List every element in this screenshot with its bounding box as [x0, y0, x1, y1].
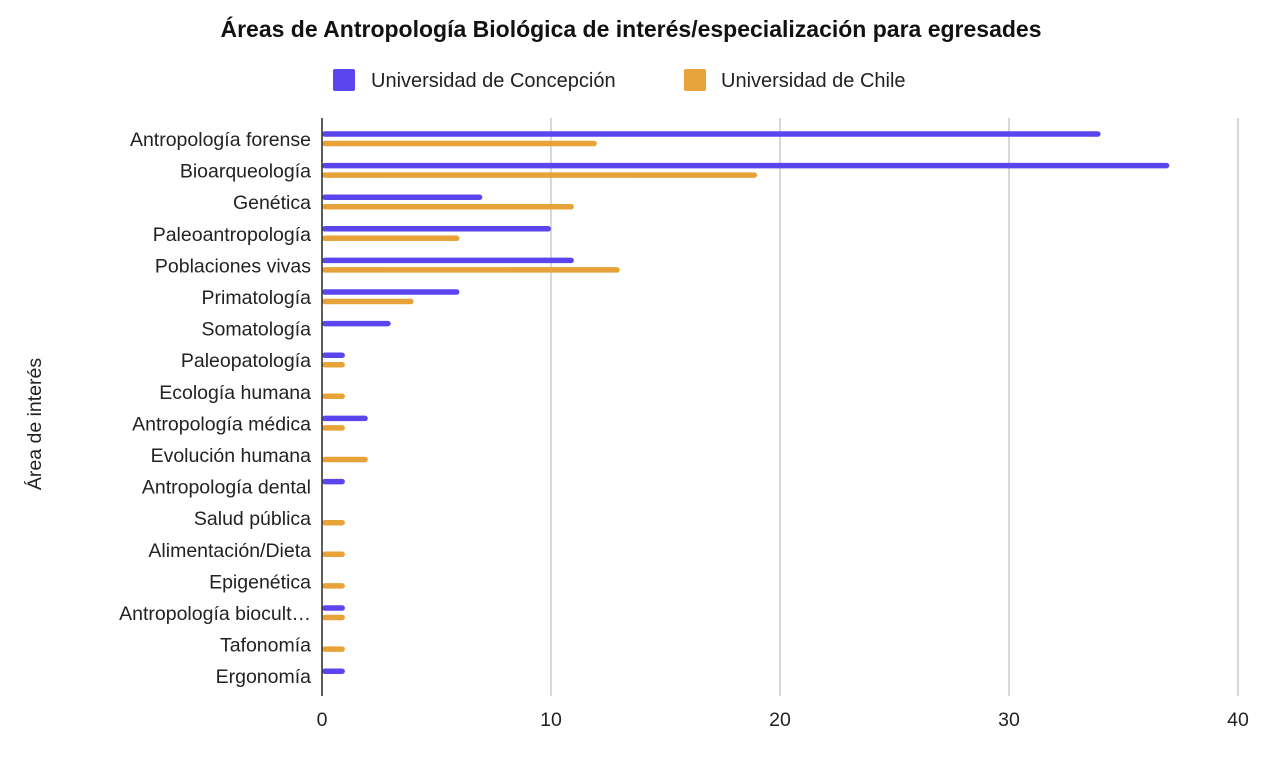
x-tick-label: 20: [769, 709, 791, 731]
bar-chile-15: [322, 614, 345, 621]
category-label: Paleopatología: [181, 350, 311, 372]
category-label: Somatología: [202, 319, 312, 341]
category-label: Genética: [233, 192, 311, 214]
category-label: Antropología médica: [132, 413, 311, 435]
category-label: Evolución humana: [151, 445, 312, 467]
category-label: Bioarqueología: [180, 161, 311, 183]
bar-concepcion-11: [322, 478, 345, 485]
legend-label-1: Universidad de Concepción: [371, 70, 616, 92]
legend-swatch-1: [333, 69, 355, 91]
x-tick-label: 30: [998, 709, 1020, 731]
bar-chile-4: [322, 267, 620, 273]
category-label: Ecología humana: [159, 382, 311, 404]
legend: Universidad de Concepción Universidad de …: [333, 69, 906, 92]
bar-concepcion-5: [322, 289, 460, 295]
chart-title: Áreas de Antropología Biológica de inter…: [220, 15, 1041, 42]
category-label: Antropología dental: [142, 477, 311, 499]
grid-lines: [550, 118, 1239, 696]
bar-chile-8: [322, 393, 345, 400]
x-tick-label: 40: [1227, 709, 1249, 731]
bar-concepcion-15: [322, 605, 345, 611]
bar-chile-3: [322, 235, 460, 242]
x-tick-label: 0: [317, 709, 328, 731]
bar-chile-16: [322, 646, 345, 652]
bar-concepcion-4: [322, 257, 574, 264]
bar-concepcion-6: [322, 320, 391, 327]
bar-chile-7: [322, 361, 345, 368]
category-label: Tafonomía: [220, 635, 311, 657]
category-label: Epigenética: [209, 571, 311, 593]
bar-chile-9: [322, 425, 345, 431]
bar-chile-13: [322, 551, 345, 558]
bar-chile-12: [322, 519, 345, 526]
x-tick-label: 10: [540, 709, 562, 731]
category-labels: Antropología forense Bioarqueología Genéti…: [119, 129, 311, 688]
bar-concepcion-1: [322, 162, 1170, 169]
bar-concepcion-0: [322, 131, 1101, 137]
bar-chile-10: [322, 456, 368, 463]
bar-chile-14: [322, 583, 345, 589]
y-axis-title: Área de interés: [23, 358, 46, 490]
bar-chile-5: [322, 298, 414, 305]
bar-chile-0: [322, 140, 597, 147]
category-label: Poblaciones vivas: [155, 255, 311, 277]
category-label: Primatología: [202, 287, 312, 309]
category-label: Salud pública: [194, 508, 311, 530]
bar-chile-1: [322, 172, 758, 178]
x-tick-labels: 0 10 20 30 40: [317, 709, 1249, 731]
category-label: Antropología biocult…: [119, 603, 311, 625]
category-label: Alimentación/Dieta: [148, 540, 311, 562]
bar-chile-2: [322, 203, 574, 210]
legend-label-2: Universidad de Chile: [721, 70, 906, 92]
bars: [322, 131, 1170, 674]
bar-concepcion-3: [322, 226, 551, 232]
category-label: Antropología forense: [130, 129, 311, 151]
bar-concepcion-9: [322, 415, 368, 422]
legend-swatch-2: [684, 69, 706, 91]
bar-concepcion-7: [322, 352, 345, 358]
bar-concepcion-17: [322, 668, 345, 674]
category-label: Paleoantropología: [153, 224, 311, 246]
category-label: Ergonomía: [216, 666, 312, 688]
bar-concepcion-2: [322, 194, 483, 200]
